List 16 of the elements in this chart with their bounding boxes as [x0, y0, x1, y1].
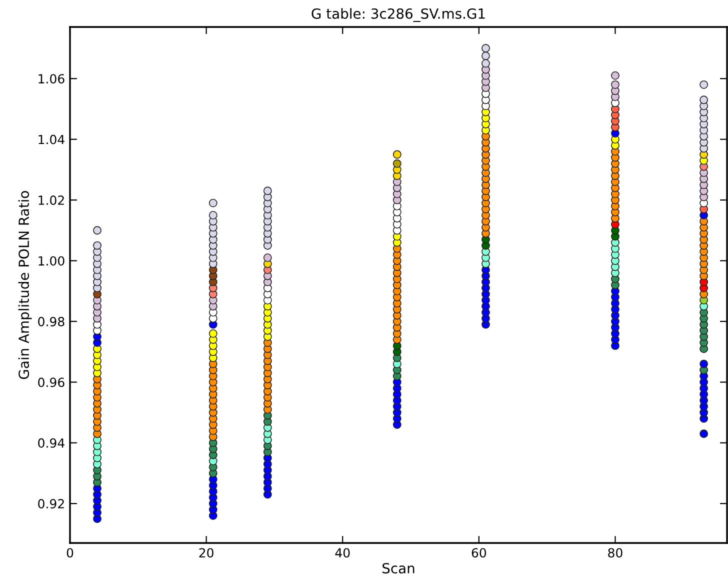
x-axis-title: Scan — [382, 562, 414, 574]
chart-title: G table: 3c286_SV.ms.G1 — [312, 8, 485, 22]
x-tick-label: 80 — [608, 548, 622, 558]
x-tick-label: 60 — [472, 548, 486, 558]
x-tick-label: 0 — [66, 548, 74, 558]
x-tick-label: 20 — [199, 548, 214, 558]
y-tick-label: 1.00 — [38, 256, 64, 266]
y-tick-label: 0.94 — [38, 438, 64, 448]
y-tick-label: 1.02 — [38, 195, 64, 205]
y-tick-label: 1.06 — [38, 74, 64, 84]
y-axis-title: Gain Amplitude POLN Ratio — [18, 191, 32, 379]
y-tick-label: 0.92 — [38, 499, 64, 508]
y-tick-label: 0.96 — [38, 378, 64, 388]
x-tick-label: 40 — [335, 548, 350, 558]
y-tick-label: 0.98 — [38, 316, 64, 326]
y-tick-label: 1.04 — [38, 134, 64, 144]
